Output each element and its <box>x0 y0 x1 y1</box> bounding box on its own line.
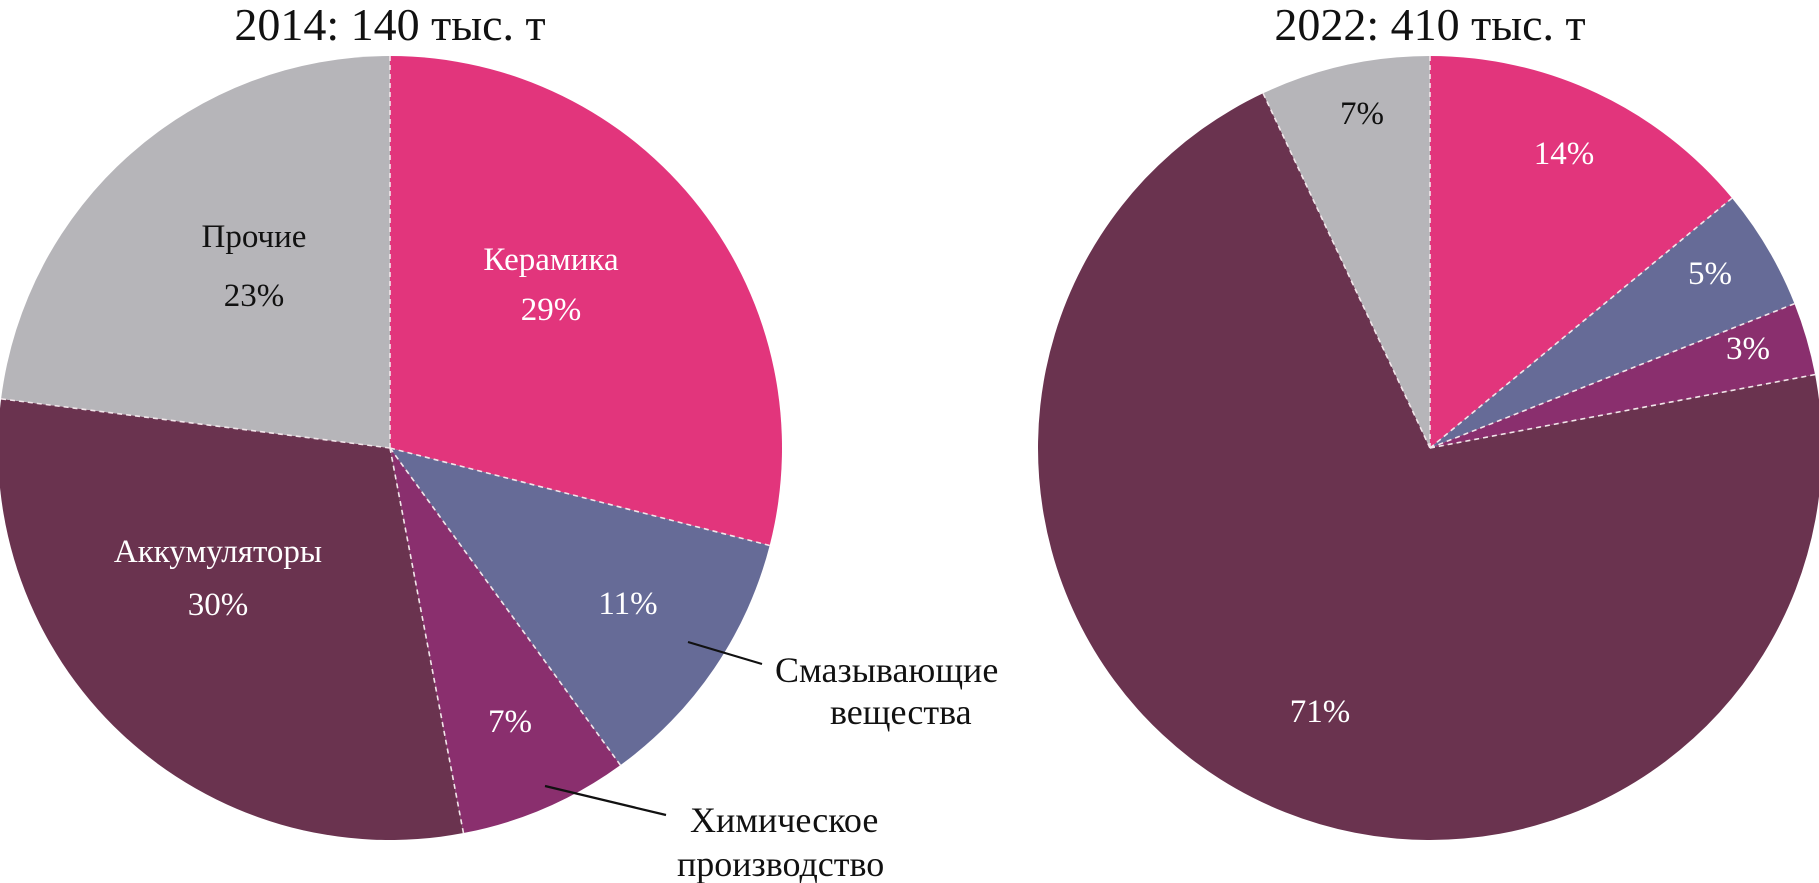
slice-separator-2014 <box>0 398 391 449</box>
chart-title-2022: 2022: 410 тыс. т <box>1274 0 1585 50</box>
callout-chemical-line1: Химическое <box>690 800 878 840</box>
slice-separator-2022 <box>1262 92 1431 449</box>
slice-value-ceramics-2022: 14% <box>1534 136 1595 172</box>
leader-line-chemical <box>544 784 667 817</box>
pie-slice-lubricants-2014 <box>390 448 770 766</box>
leader-line-lubricants <box>687 640 763 666</box>
slice-separator-2022 <box>1429 302 1795 449</box>
pie-slices-2022 <box>1038 56 1819 840</box>
callout-lubricants-line2: вещества <box>830 692 972 732</box>
slice-name-other-2014: Прочие <box>202 219 307 255</box>
slice-value-chemical-2022: 3% <box>1726 331 1770 367</box>
callout-lubricants-line1: Смазывающие <box>775 650 998 690</box>
slice-value-chemical-2014: 7% <box>488 704 532 740</box>
pie-slice-ceramics-2022 <box>1430 56 1733 448</box>
pie-slice-batteries-2014 <box>0 398 464 840</box>
pie-slice-other-2014 <box>1 56 391 448</box>
pie-slice-chemical-2014 <box>390 448 621 834</box>
slice-separator-2014 <box>389 447 770 547</box>
slice-value-lubricants-2022: 5% <box>1688 256 1732 292</box>
pie-slice-other-2022 <box>1263 56 1430 448</box>
callout-chemical-line2: производство <box>677 844 884 883</box>
slice-separator-2022 <box>1429 197 1733 449</box>
slice-value-batteries-2022: 71% <box>1290 694 1351 730</box>
slice-value-other-2022: 7% <box>1340 96 1384 132</box>
pie-slice-chemical-2022 <box>1430 303 1816 448</box>
pie-slices-2014 <box>0 56 782 840</box>
slice-value-other-2014: 23% <box>224 278 285 314</box>
slice-separator-2014 <box>389 447 465 834</box>
slice-name-ceramics-2014: Керамика <box>483 242 619 278</box>
slice-name-batteries-2014: Аккумуляторы <box>114 534 322 570</box>
slice-value-batteries-2014: 30% <box>188 587 249 623</box>
chart-title-2014: 2014: 140 тыс. т <box>234 0 545 50</box>
slice-value-ceramics-2014: 29% <box>521 292 582 328</box>
slice-value-lubricants-2014: 11% <box>598 586 657 622</box>
slice-separator-2022 <box>1429 373 1816 449</box>
pie-slice-ceramics-2014 <box>390 56 782 546</box>
pie-slice-batteries-2022 <box>1038 93 1819 840</box>
pie-slice-lubricants-2022 <box>1430 198 1795 448</box>
pie-chart-2022: 2022: 410 тыс. т 14% 5% 3% 71% 7% <box>1038 0 1819 840</box>
pie-chart-2014: 2014: 140 тыс. т Керамика 29% 11% 7% Акк… <box>0 0 998 883</box>
slice-separator-2014 <box>389 447 622 766</box>
